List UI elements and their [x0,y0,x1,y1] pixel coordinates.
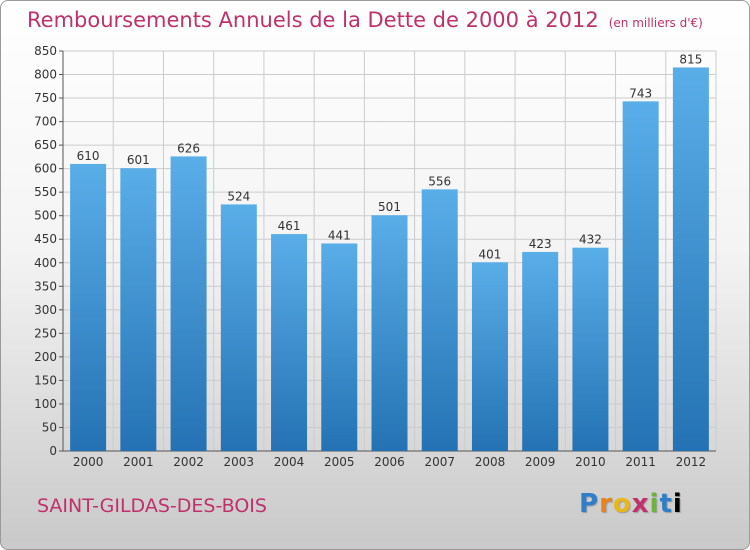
data-label: 743 [629,86,652,100]
x-tick-label: 2000 [73,455,104,469]
bar-2007 [421,189,458,451]
bar-2004 [271,234,308,451]
y-tick-label: 500 [34,209,57,223]
y-tick-label: 100 [34,397,57,411]
bar-2006 [371,215,408,451]
bar-2001 [120,168,157,452]
chart-unit-label: (en milliers d'€) [608,16,703,30]
y-tick-label: 50 [42,420,57,434]
y-tick-label: 250 [34,326,57,340]
data-label: 441 [328,228,351,242]
bar-2005 [321,243,358,451]
y-tick-label: 650 [34,138,57,152]
bar-2011 [622,101,659,452]
y-tick-label: 600 [34,162,57,176]
x-tick-label: 2006 [374,455,405,469]
y-tick-label: 750 [34,91,57,105]
y-tick-label: 350 [34,279,57,293]
data-label: 461 [278,219,301,233]
y-tick-label: 850 [34,44,57,58]
bar-2002 [170,156,207,452]
data-label: 626 [177,141,200,155]
bar-2010 [572,247,609,451]
data-label: 432 [579,233,602,247]
chart-title: Remboursements Annuels de la Dette de 20… [27,8,703,32]
x-tick-label: 2001 [123,455,154,469]
bar-2000 [70,163,107,452]
bar-2008 [471,262,508,451]
x-tick-label: 2012 [676,455,707,469]
y-tick-label: 800 [34,68,57,82]
logo-letter: i [672,489,683,519]
data-label: 501 [378,200,401,214]
data-label: 524 [227,189,250,203]
bar-2003 [220,204,257,451]
chart-title-text: Remboursements Annuels de la Dette de 20… [27,8,599,32]
x-tick-label: 2002 [173,455,204,469]
y-tick-label: 700 [34,115,57,129]
x-tick-label: 2011 [625,455,656,469]
y-tick-label: 400 [34,256,57,270]
data-label: 423 [529,237,552,251]
y-tick-label: 150 [34,373,57,387]
logo-letter: o [612,489,632,519]
logo-letter: i [649,489,660,519]
bar-2009 [522,251,559,451]
logo-letter: r [599,489,613,519]
logo-letter: t [659,489,673,519]
y-tick-label: 0 [49,444,57,458]
y-tick-label: 450 [34,232,57,246]
data-label: 815 [679,52,702,66]
data-label: 610 [77,149,100,163]
logo-letter: x [631,489,650,519]
data-labels: 610 601 626 524 461 441 501 556 401 423 432 743 815 [77,52,703,261]
x-tick-label: 2003 [224,455,255,469]
bar-2012 [672,67,709,452]
x-tick-label: 2004 [274,455,305,469]
y-tick-label: 550 [34,185,57,199]
data-label: 556 [428,174,451,188]
x-tick-label: 2010 [575,455,606,469]
data-label: 601 [127,153,150,167]
proxiti-logo[interactable]: Proxiti [579,489,683,519]
data-label: 401 [479,247,502,261]
y-tick-label: 200 [34,350,57,364]
y-tick-label: 300 [34,303,57,317]
logo-letter: P [579,489,600,519]
bars [70,67,709,452]
axes: 0 50 100 150 200 250 300 350 400 450 500 550 600 650 7… [34,44,716,469]
x-tick-label: 2008 [475,455,506,469]
x-tick-label: 2009 [525,455,556,469]
x-tick-label: 2005 [324,455,355,469]
commune-name: SAINT-GILDAS-DES-BOIS [37,495,267,517]
x-tick-label: 2007 [424,455,455,469]
